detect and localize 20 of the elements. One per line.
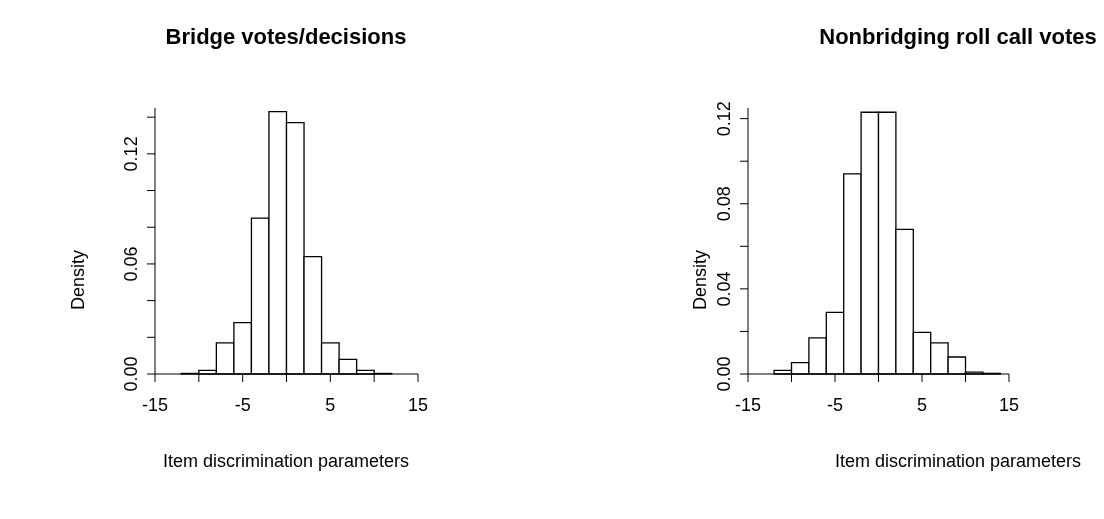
x-tick-label: 15 bbox=[998, 394, 1020, 415]
y-axis-title: Density bbox=[67, 249, 89, 311]
x-tick-label: 5 bbox=[325, 394, 336, 415]
chart-title: Nonbridging roll call votes bbox=[819, 24, 1097, 50]
y-tick-label: 0.12 bbox=[121, 136, 141, 172]
x-axis-title: Item discrimination parameters bbox=[834, 451, 1082, 472]
x-tick-label: -15 bbox=[734, 394, 762, 415]
x-tick-label: 5 bbox=[916, 394, 928, 415]
y-axis-title: Density bbox=[689, 249, 711, 311]
y-tick-label: 0.06 bbox=[121, 246, 141, 282]
x-axis-title: Item discrimination parameters bbox=[162, 451, 410, 472]
y-tick-label: 0.08 bbox=[714, 186, 734, 222]
y-tick-label: 0.04 bbox=[714, 271, 734, 307]
x-tick-label: 15 bbox=[407, 394, 429, 415]
x-tick-label: -15 bbox=[141, 394, 169, 415]
x-tick-label: -5 bbox=[234, 394, 251, 415]
chart-title: Bridge votes/decisions bbox=[165, 24, 407, 50]
y-tick-label: 0.12 bbox=[714, 101, 734, 137]
y-tick-label: 0.00 bbox=[714, 356, 734, 392]
x-tick-label: -5 bbox=[826, 394, 844, 415]
